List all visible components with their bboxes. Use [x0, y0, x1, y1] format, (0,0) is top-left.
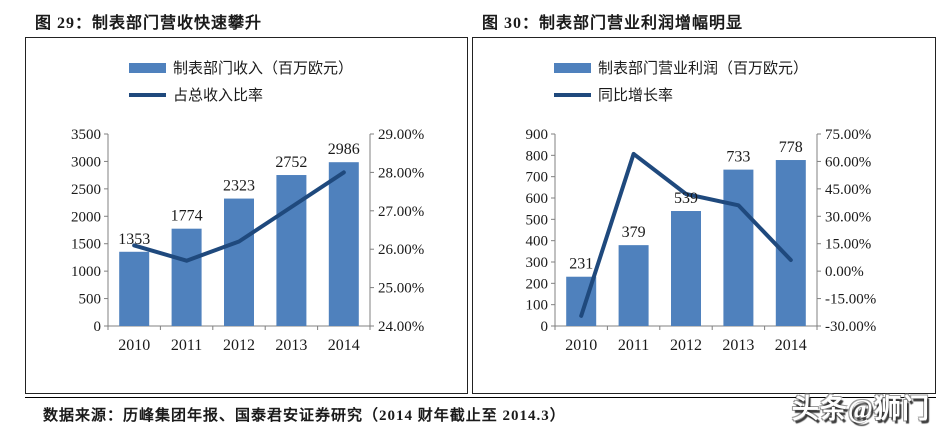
figure-panel-revenue: 图 29：制表部门营收快速攀升 制表部门收入（百万欧元） 占总收入比率 3500… — [25, 4, 468, 394]
svg-text:1774: 1774 — [171, 208, 203, 225]
svg-text:379: 379 — [622, 224, 646, 241]
svg-text:2500: 2500 — [71, 182, 101, 198]
svg-text:15.00%: 15.00% — [825, 237, 871, 253]
svg-text:29.00%: 29.00% — [378, 127, 424, 143]
watermark: 头条@狮门 — [791, 394, 930, 424]
svg-text:733: 733 — [726, 149, 750, 166]
svg-text:1000: 1000 — [71, 264, 101, 280]
svg-text:75.00%: 75.00% — [825, 127, 871, 143]
figure-panel-profit: 图 30：制表部门营业利润增幅明显 制表部门营业利润（百万欧元） 同比增长率 9… — [472, 4, 936, 394]
legend-label: 制表部门营业利润（百万欧元） — [598, 61, 809, 77]
svg-text:26.00%: 26.00% — [378, 242, 424, 258]
svg-text:24.00%: 24.00% — [378, 319, 424, 335]
svg-text:500: 500 — [526, 212, 549, 228]
svg-text:300: 300 — [526, 255, 549, 271]
svg-text:45.00%: 45.00% — [825, 182, 871, 198]
svg-text:1500: 1500 — [71, 237, 101, 253]
svg-text:2014: 2014 — [328, 337, 360, 354]
figure-29-legend: 制表部门收入（百万欧元） 占总收入比率 — [129, 38, 467, 108]
svg-text:2323: 2323 — [223, 178, 255, 195]
svg-text:231: 231 — [569, 256, 593, 273]
legend-label: 占总收入比率 — [173, 88, 264, 104]
svg-text:2986: 2986 — [328, 141, 360, 158]
svg-text:60.00%: 60.00% — [825, 154, 871, 170]
legend-label: 同比增长率 — [598, 88, 674, 104]
svg-text:27.00%: 27.00% — [378, 204, 424, 220]
svg-text:2010: 2010 — [565, 337, 597, 354]
svg-text:2014: 2014 — [775, 337, 807, 354]
svg-text:3000: 3000 — [71, 154, 101, 170]
svg-text:-15.00%: -15.00% — [825, 292, 876, 308]
source-text: 数据来源：历峰集团年报、国泰君安证券研究（2014 财年截止至 2014.3） — [43, 408, 566, 424]
svg-text:400: 400 — [526, 234, 549, 250]
legend-item-growth-line: 同比增长率 — [554, 81, 935, 108]
svg-text:28.00%: 28.00% — [378, 165, 424, 181]
svg-text:2752: 2752 — [275, 154, 307, 171]
profit-chart: 900 800 700 600 500 400 300 200 100 0 75.00% 60.00%… — [526, 127, 877, 354]
svg-text:3500: 3500 — [71, 127, 101, 143]
line-series-swatch — [129, 92, 166, 97]
legend-label: 制表部门收入（百万欧元） — [173, 61, 354, 77]
legend-item-profit-bars: 制表部门营业利润（百万欧元） — [554, 54, 935, 81]
figure-30-title: 图 30：制表部门营业利润增幅明显 — [482, 14, 744, 32]
svg-text:778: 778 — [779, 139, 803, 156]
svg-text:1353: 1353 — [118, 231, 150, 248]
bar-series-swatch — [554, 62, 591, 73]
figure-29-chart-box: 制表部门收入（百万欧元） 占总收入比率 3500 3000 2500 2000 1500… — [25, 37, 468, 394]
line-series-swatch — [554, 92, 591, 97]
svg-text:700: 700 — [526, 170, 549, 186]
svg-text:2011: 2011 — [618, 337, 649, 354]
bar-series-swatch — [129, 62, 166, 73]
svg-text:2011: 2011 — [171, 337, 202, 354]
revenue-chart: 3500 3000 2500 2000 1500 1000 500 0 29.00% 28.00%… — [71, 127, 424, 354]
svg-text:900: 900 — [526, 127, 549, 143]
legend-item-revenue-bars: 制表部门收入（百万欧元） — [129, 54, 467, 81]
svg-text:2013: 2013 — [722, 337, 754, 354]
svg-text:2000: 2000 — [71, 209, 101, 225]
svg-text:-30.00%: -30.00% — [825, 319, 876, 335]
svg-text:2010: 2010 — [118, 337, 150, 354]
svg-text:500: 500 — [79, 292, 102, 308]
svg-text:0.00%: 0.00% — [825, 264, 864, 280]
svg-text:2013: 2013 — [275, 337, 307, 354]
svg-text:25.00%: 25.00% — [378, 281, 424, 297]
svg-text:200: 200 — [526, 276, 549, 292]
figure-30-legend: 制表部门营业利润（百万欧元） 同比增长率 — [554, 38, 935, 108]
svg-text:0: 0 — [541, 319, 549, 335]
svg-text:2012: 2012 — [670, 337, 702, 354]
svg-text:2012: 2012 — [223, 337, 255, 354]
legend-item-revenue-ratio-line: 占总收入比率 — [129, 81, 467, 108]
svg-text:539: 539 — [674, 190, 698, 207]
figure-30-chart-box: 制表部门营业利润（百万欧元） 同比增长率 900 800 700 600 500 400 3… — [472, 37, 936, 394]
svg-text:0: 0 — [94, 319, 102, 335]
svg-text:100: 100 — [526, 298, 549, 314]
figure-29-title: 图 29：制表部门营收快速攀升 — [35, 14, 263, 32]
svg-text:800: 800 — [526, 148, 549, 164]
svg-text:30.00%: 30.00% — [825, 209, 871, 225]
data-source-note: 数据来源：历峰集团年报、国泰君安证券研究（2014 财年截止至 2014.3） — [25, 397, 936, 425]
svg-text:600: 600 — [526, 191, 549, 207]
